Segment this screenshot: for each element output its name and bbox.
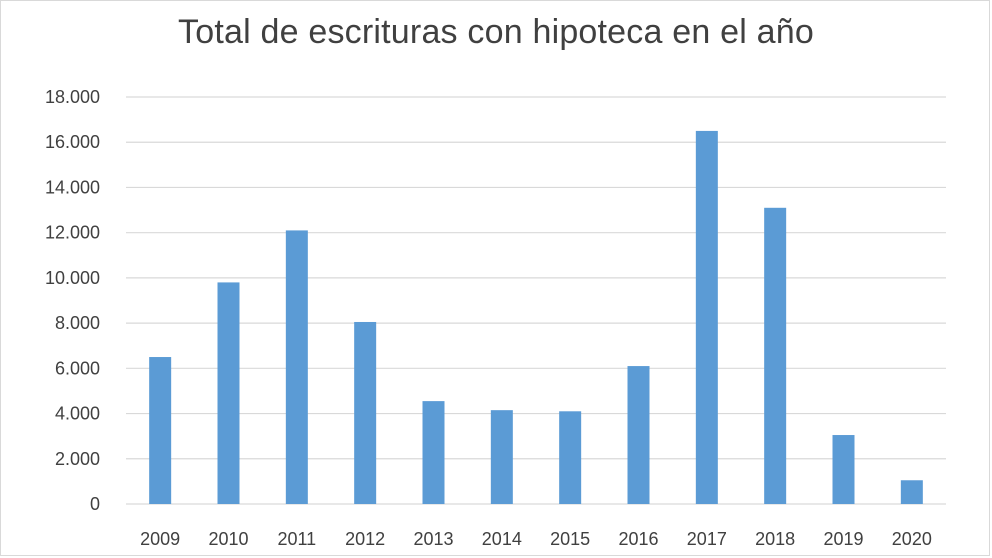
x-tick-label: 2012 [345,529,385,549]
bar-2019 [832,435,855,504]
bar-2009 [149,357,172,504]
x-tick-label: 2019 [823,529,863,549]
bar-2013 [422,401,445,504]
x-tick-label: 2018 [755,529,795,549]
x-tick-label: 2013 [413,529,453,549]
x-tick-label: 2015 [550,529,590,549]
bar-2018 [764,207,787,505]
x-tick-label: 2009 [140,529,180,549]
bar-2017 [695,130,718,504]
bar-2015 [559,411,582,504]
y-tick-label: 0 [90,494,100,514]
y-tick-label: 18.000 [45,87,100,107]
bar-2020 [900,480,923,504]
y-tick-label: 2.000 [55,449,100,469]
x-tick-label: 2020 [892,529,932,549]
chart-title: Total de escrituras con hipoteca en el a… [178,13,814,51]
x-tick-label: 2011 [277,529,316,549]
y-tick-label: 10.000 [45,268,100,288]
y-tick-label: 4.000 [55,404,100,424]
bar-2016 [627,366,650,504]
x-tick-label: 2016 [618,529,658,549]
bar-2011 [285,230,308,504]
y-tick-label: 6.000 [55,358,100,378]
x-tick-label: 2017 [687,529,727,549]
x-tick-label: 2014 [482,529,522,549]
y-tick-label: 14.000 [45,177,100,197]
bar-2010 [217,282,240,504]
bar-2014 [490,410,513,504]
y-tick-label: 12.000 [45,223,100,243]
x-tick-label: 2010 [208,529,248,549]
y-tick-label: 16.000 [45,132,100,152]
bar-2012 [354,321,377,504]
y-tick-label: 8.000 [55,313,100,333]
